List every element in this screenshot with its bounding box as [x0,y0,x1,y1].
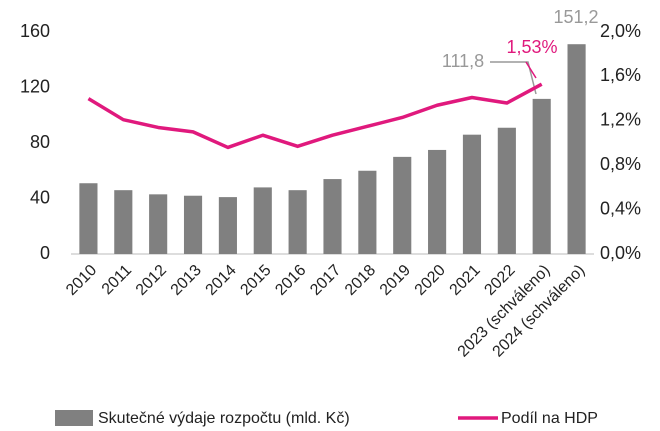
bar [497,127,516,254]
bar [428,149,447,254]
y2-tick-label: 2,0% [600,21,641,41]
bar [114,190,133,254]
bar [393,156,412,254]
x-tick-label: 2017 [307,262,344,299]
x-tick-label: 2014 [203,262,240,299]
legend-label: Skutečné výdaje rozpočtu (mld. Kč) [98,410,350,427]
legend-label: Podíl na HDP [501,410,598,427]
value-label: 1,53% [506,37,557,57]
bar [149,194,168,254]
line [87,82,543,150]
leader-line [525,61,537,79]
legend-swatch [55,410,93,426]
y2-tick-label: 0,4% [600,198,641,218]
value-label: 111,8 [442,51,484,71]
bar [323,179,342,254]
bar [288,190,307,254]
y2-tick-label: 1,6% [600,65,641,85]
y-tick-label: 80 [30,132,50,152]
bar [79,183,98,254]
x-tick-label: 2011 [99,262,135,298]
legend-item: Podíl na HDP [458,410,598,427]
bar [183,195,203,254]
bar [218,197,237,254]
bar [462,134,482,254]
x-tick-label: 2021 [447,262,484,299]
x-tick-label: 2012 [133,262,170,299]
x-tick-label: 2020 [412,262,449,299]
y2-tick-label: 1,2% [600,110,641,130]
value-label: 151,2 [553,7,598,27]
x-tick-label: 2015 [237,262,274,299]
x-tick-label: 2013 [168,262,205,299]
bar [358,170,377,254]
bar [532,98,551,254]
y2-tick-label: 0,8% [600,154,641,174]
x-tick-label: 2016 [272,262,309,299]
x-tick-label: 2010 [63,262,100,299]
y-tick-label: 0 [40,243,50,263]
leader-line [490,61,537,95]
x-tick-label: 2018 [342,262,379,299]
y-tick-label: 160 [20,21,50,41]
y-tick-label: 120 [20,76,50,96]
y-tick-label: 40 [30,187,50,207]
bar [567,44,586,255]
y2-tick-label: 0,0% [600,243,641,263]
x-tick-label: 2019 [377,262,414,299]
bar [253,187,272,254]
legend-item: Skutečné výdaje rozpočtu (mld. Kč) [55,410,350,427]
